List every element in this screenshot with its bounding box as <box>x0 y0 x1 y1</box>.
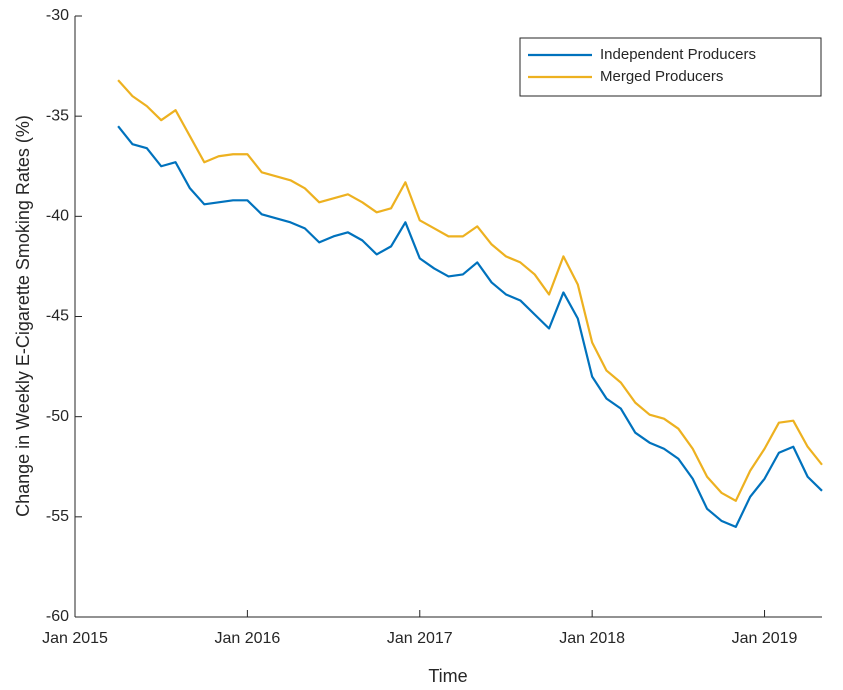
line-series <box>117 79 823 502</box>
y-tick-label: -50 <box>46 408 69 425</box>
x-tick-label: Jan 2017 <box>387 630 453 647</box>
y-tick-label: -55 <box>46 508 69 525</box>
x-tick-label: Jan 2018 <box>559 630 625 647</box>
y-tick-label: -45 <box>46 308 69 325</box>
legend-label: Independent Producers <box>600 46 756 63</box>
x-tick-label: Jan 2019 <box>732 630 798 647</box>
y-tick-label: -60 <box>46 608 69 625</box>
y-axis-label: Change in Weekly E-Cigarette Smoking Rat… <box>13 115 33 517</box>
x-tick-label: Jan 2016 <box>214 630 280 647</box>
line-series <box>117 125 823 528</box>
legend-box <box>519 37 822 97</box>
y-tick-label: -35 <box>46 107 69 124</box>
legend-label: Merged Producers <box>600 68 723 85</box>
x-tick-label: Jan 2015 <box>42 630 108 647</box>
y-tick-label: -30 <box>46 7 69 24</box>
y-tick-label: -40 <box>46 208 69 225</box>
x-axis-label: Time <box>428 666 467 686</box>
